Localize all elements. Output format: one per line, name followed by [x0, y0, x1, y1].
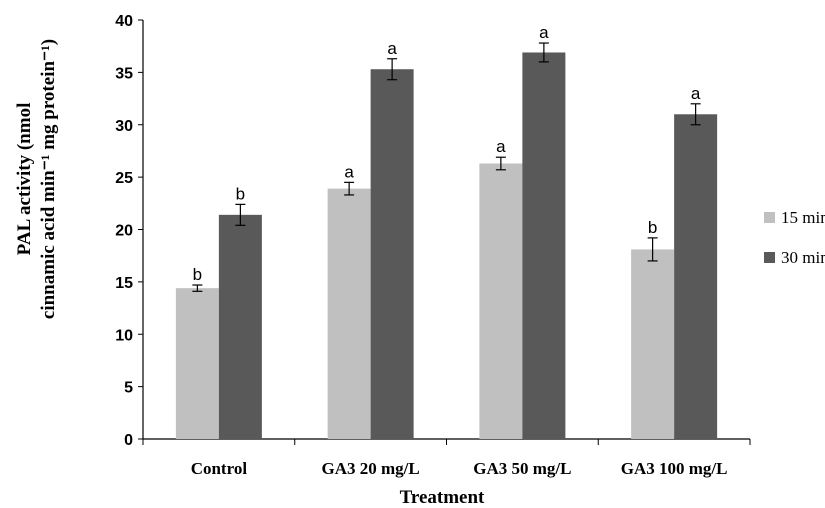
significance-letter: a — [387, 39, 397, 58]
legend-label: 15 min — [781, 208, 825, 227]
significance-letter: b — [236, 184, 245, 203]
bar-15min — [327, 188, 371, 439]
bar-15min — [479, 163, 523, 439]
y-tick-label: 30 — [115, 118, 133, 135]
legend-label: 30 min — [781, 248, 825, 267]
bar-30min — [218, 214, 262, 439]
significance-letter: a — [691, 84, 701, 103]
plot-area: 0 5 10 15 20 25 30 35 40 Control GA3 20 mg/L GA3 50… — [115, 13, 751, 478]
y-tick-label: 20 — [115, 223, 133, 240]
x-tick-label: GA3 50 mg/L — [473, 459, 571, 478]
legend: 15 min 30 min — [764, 208, 825, 267]
y-tick-label: 40 — [115, 13, 133, 30]
bar-15min — [631, 249, 675, 439]
x-axis-title: Treatment — [400, 487, 485, 508]
x-tick-label: Control — [191, 459, 248, 478]
x-tick-label: GA3 100 mg/L — [621, 459, 728, 478]
significance-letter: a — [344, 162, 354, 181]
significance-letter: a — [496, 137, 506, 156]
bar-30min — [674, 114, 718, 440]
significance-letter: b — [193, 265, 202, 284]
y-axis-title: PAL activity (nmol cinnamic acid min⁻¹ m… — [14, 39, 59, 319]
bar-30min — [370, 69, 414, 440]
y-tick-label: 25 — [115, 170, 133, 187]
y-tick-label: 0 — [124, 432, 133, 449]
x-tick-label: GA3 20 mg/L — [322, 459, 420, 478]
y-axis-title-line1: PAL activity (nmol — [14, 103, 35, 256]
y-tick-label: 5 — [124, 380, 133, 397]
y-tick-label: 15 — [115, 275, 133, 292]
legend-swatch — [764, 252, 775, 263]
y-axis-title-line2: cinnamic acid min⁻¹ mg protein⁻¹) — [38, 39, 59, 319]
y-tick-label: 35 — [115, 65, 133, 82]
y-tick-label: 10 — [115, 327, 133, 344]
significance-letter: b — [648, 218, 657, 237]
bar-30min — [522, 52, 566, 439]
bar-15min — [175, 288, 219, 439]
significance-letter: a — [539, 23, 549, 42]
legend-swatch — [764, 212, 775, 223]
